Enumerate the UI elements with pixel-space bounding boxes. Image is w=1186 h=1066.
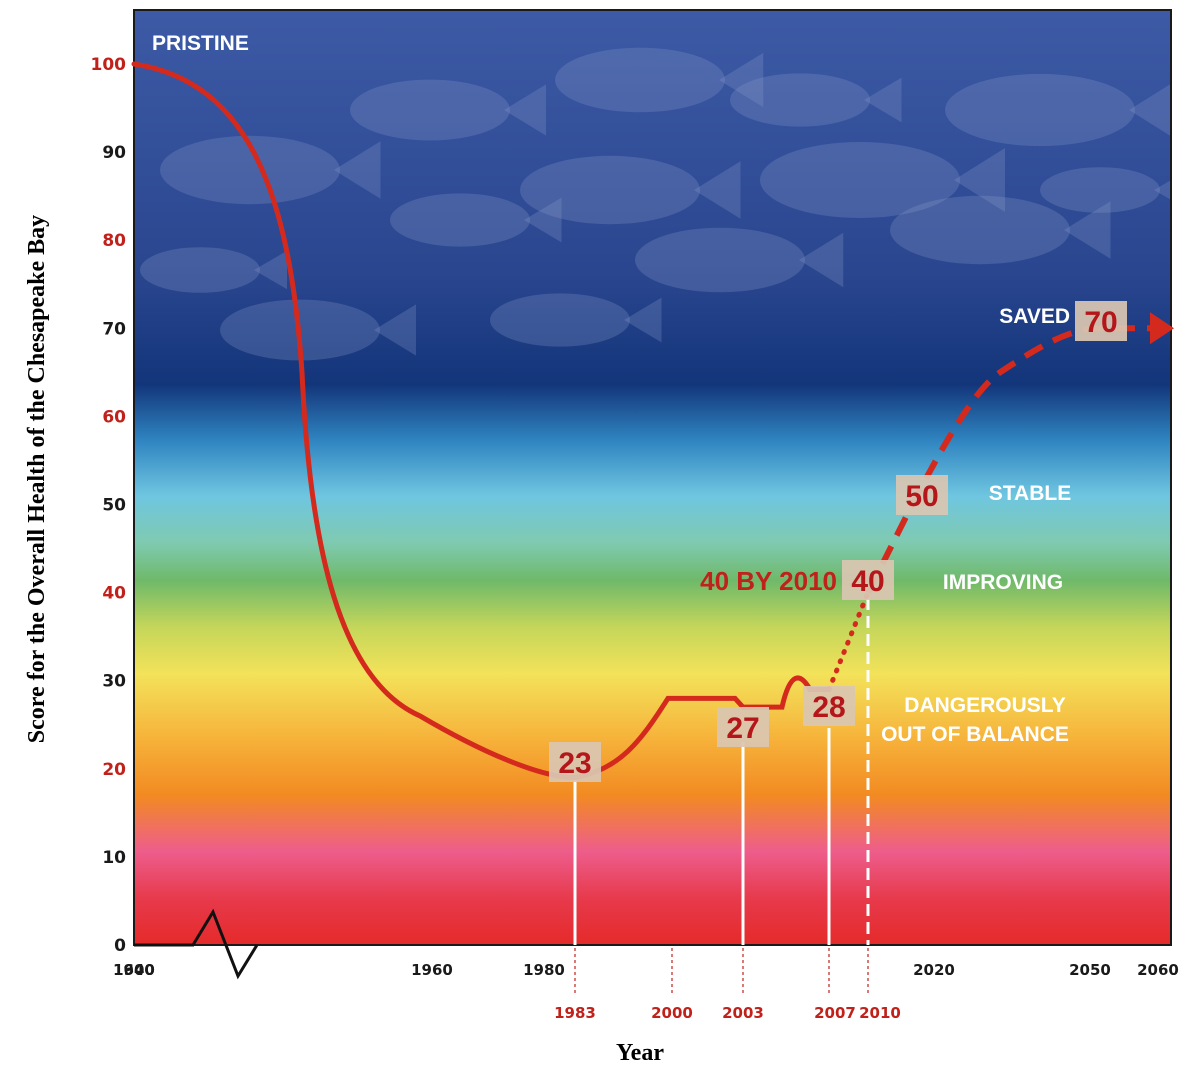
fish-shape bbox=[1040, 167, 1160, 213]
point-label-text: 28 bbox=[812, 691, 845, 724]
y-tick-label: 10 bbox=[102, 848, 126, 868]
fish-shape bbox=[140, 247, 260, 293]
zone-annotations: PRISTINE SAVED STABLE IMPROVING DANGEROUSLY O… bbox=[152, 32, 1071, 746]
fish-shape bbox=[520, 155, 700, 225]
marked-year-label: 1983 bbox=[554, 1004, 596, 1022]
fish-imagery bbox=[140, 47, 1171, 361]
marked-year-label: 2000 bbox=[651, 1004, 693, 1022]
fish-tail bbox=[719, 52, 764, 108]
y-tick-label: 0 bbox=[114, 936, 126, 956]
x-axis-break bbox=[134, 908, 259, 980]
zone-label-stable: STABLE bbox=[989, 482, 1071, 505]
fish-tail bbox=[864, 77, 902, 123]
point-label-text: 50 bbox=[905, 480, 938, 513]
fish-shape bbox=[160, 135, 340, 205]
fish-shape bbox=[760, 142, 960, 218]
series-future-target-line bbox=[865, 325, 1150, 594]
fish-tail bbox=[1064, 201, 1111, 259]
marked-year-label: 2007 bbox=[814, 1004, 856, 1022]
series-projection-2010-line bbox=[826, 590, 871, 693]
fish-shape bbox=[390, 193, 530, 247]
y-axis-ticks: 0 10 20 30 40 50 60 70 80 90 100 bbox=[91, 55, 127, 956]
x-tick-label: 1940 bbox=[113, 961, 155, 979]
fish-tail bbox=[254, 250, 287, 290]
y-tick-label: 80 bbox=[102, 231, 126, 251]
fish-shape bbox=[635, 227, 805, 293]
plot-background bbox=[133, 9, 1172, 946]
marked-year-label: 2003 bbox=[722, 1004, 764, 1022]
fish-tail bbox=[799, 232, 844, 288]
series-layer bbox=[131, 61, 1174, 781]
point-label-box bbox=[1075, 301, 1127, 341]
y-tick-label: 40 bbox=[102, 584, 126, 604]
x-tick-label: 1600 bbox=[113, 961, 155, 979]
fish-shape bbox=[490, 293, 630, 347]
fish-shape bbox=[945, 73, 1135, 147]
series-historical-line bbox=[131, 61, 832, 781]
y-tick-label: 90 bbox=[102, 143, 126, 163]
y-tick-label: 30 bbox=[102, 672, 126, 692]
point-label-text: 23 bbox=[558, 747, 591, 780]
y-tick-label: 20 bbox=[102, 760, 126, 780]
zone-label-improving: IMPROVING bbox=[943, 571, 1063, 594]
point-label-text: 27 bbox=[726, 712, 759, 745]
fish-tail bbox=[334, 141, 381, 199]
x-axis-title: Year bbox=[616, 1040, 664, 1066]
fish-tail bbox=[1129, 83, 1171, 137]
x-tick-label: 2020 bbox=[913, 961, 955, 979]
y-tick-label: 50 bbox=[102, 496, 126, 516]
fish-shape bbox=[350, 79, 510, 141]
fish-shape bbox=[730, 73, 870, 127]
axis-break-zigzag bbox=[134, 908, 259, 980]
point-label-box bbox=[549, 742, 601, 782]
fish-tail bbox=[624, 297, 662, 343]
fish-tail bbox=[524, 197, 562, 243]
zone-label-saved: SAVED bbox=[999, 305, 1070, 328]
x-tick-label: 2050 bbox=[1069, 961, 1111, 979]
x-tick-label: 1980 bbox=[523, 961, 565, 979]
fish-tail bbox=[374, 304, 416, 356]
fish-tail bbox=[694, 161, 741, 219]
point-label-box bbox=[896, 475, 948, 515]
point-label-text: 70 bbox=[1084, 306, 1117, 339]
x-tick-label: 1960 bbox=[411, 961, 453, 979]
point-label-text: 40 bbox=[851, 565, 884, 598]
zone-label-target: 40 BY 2010 bbox=[700, 566, 837, 596]
y-tick-label: 70 bbox=[102, 319, 126, 339]
y-axis-title: Score for the Overall Health of the Ches… bbox=[24, 215, 50, 743]
y-tick-label: 100 bbox=[91, 55, 127, 75]
fish-tail bbox=[954, 148, 1005, 212]
fish-shape bbox=[890, 195, 1070, 265]
point-label-box bbox=[803, 686, 855, 726]
fish-tail bbox=[504, 84, 546, 136]
zone-label-dangerous-line1: DANGEROUSLY bbox=[904, 694, 1065, 717]
y-tick-label: 60 bbox=[102, 407, 126, 427]
fish-tail bbox=[1154, 180, 1171, 200]
zone-label-dangerous-line2: OUT OF BALANCE bbox=[881, 723, 1069, 746]
point-label-box bbox=[717, 707, 769, 747]
point-label-box bbox=[842, 560, 894, 600]
x-tick-label: 2060 bbox=[1137, 961, 1179, 979]
year-marker-lines: 1983 2000 2003 2007 2010 bbox=[554, 598, 901, 1022]
fish-shape bbox=[555, 47, 725, 113]
zone-label-pristine: PRISTINE bbox=[152, 32, 249, 55]
target-arrowhead bbox=[1150, 312, 1174, 345]
point-labels: 23 27 28 40 50 70 bbox=[549, 301, 1127, 782]
marked-year-label: 2010 bbox=[859, 1004, 901, 1022]
